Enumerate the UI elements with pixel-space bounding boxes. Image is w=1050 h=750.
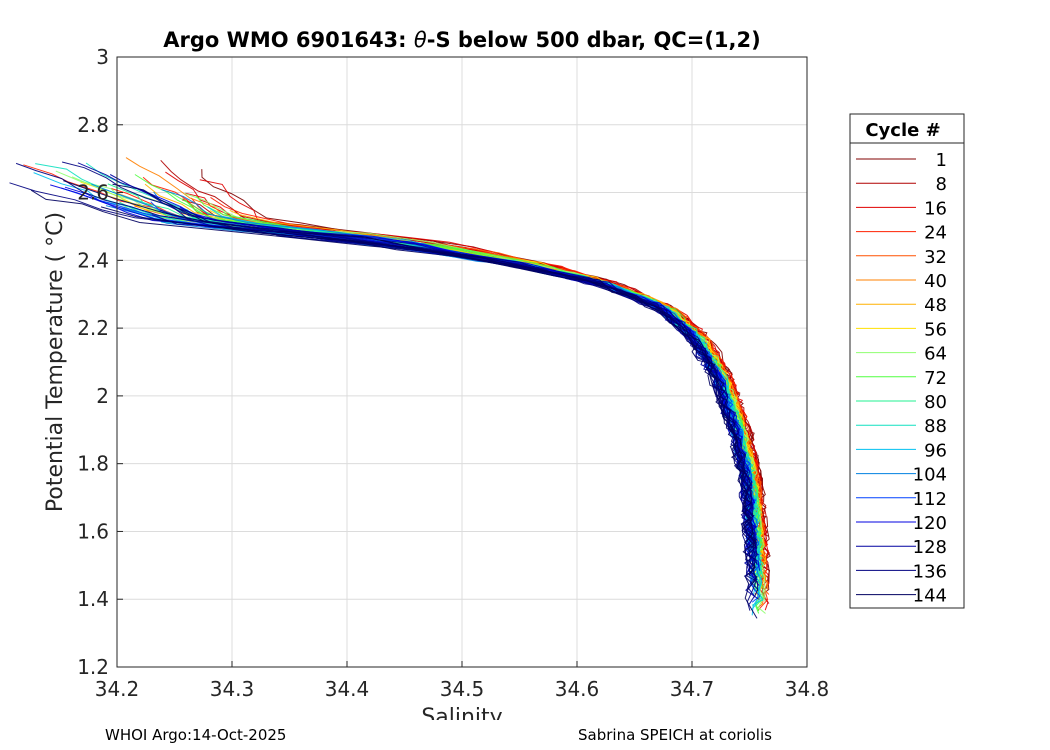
legend-label: 8 (936, 174, 947, 195)
series-line-cycle-144 (112, 183, 758, 619)
legend-item: 16 (856, 198, 947, 219)
legend-item: 136 (856, 561, 947, 582)
legend-item: 64 (856, 344, 947, 365)
y-tick-label: 2.8 (77, 113, 109, 137)
legend-item: 120 (856, 513, 947, 534)
legend-label: 112 (913, 489, 947, 510)
x-tick-label: 34.3 (210, 677, 255, 701)
x-axis-ticks: 34.2 34.3 34.4 34.5 34.6 34.7 34.8 (95, 661, 830, 701)
legend-item: 32 (856, 247, 947, 268)
legend-item: 56 (856, 319, 947, 340)
legend-label: 40 (924, 271, 947, 292)
legend-item: 40 (856, 271, 947, 292)
legend-item: 24 (856, 223, 947, 244)
legend-item: 88 (856, 416, 947, 437)
legend-item: 104 (856, 465, 947, 486)
chart-title: Argo WMO 6901643: θ-S below 500 dbar, QC… (163, 28, 760, 52)
legend-label: 24 (924, 223, 947, 244)
legend-box (849, 113, 965, 609)
x-tick-label: 34.7 (670, 677, 715, 701)
legend-label: 136 (913, 561, 947, 582)
chart-title-suffix: -S below 500 dbar, QC=(1,2) (427, 28, 761, 52)
legend-item: 96 (856, 440, 947, 461)
legend-items: 1 8 16 24 32 40 48 56 64 72 80 88 96 104 112 120 128 136 1… (856, 150, 947, 607)
legend-label: 144 (913, 586, 947, 607)
x-tick-label: 34.2 (95, 677, 140, 701)
x-tick-label: 34.6 (555, 677, 600, 701)
series-line-cycle-144 (30, 189, 757, 555)
legend-label: 120 (913, 513, 947, 534)
y-axis-label: Potential Temperature ( °C) (43, 212, 68, 512)
y-tick-label: 2.6 (77, 181, 109, 205)
series-lines (9, 157, 771, 619)
legend-title: Cycle # (865, 120, 940, 141)
y-tick-label: 1.2 (77, 655, 109, 679)
legend-item: 48 (856, 295, 947, 316)
legend-label: 1 (936, 150, 947, 171)
legend-item: 80 (856, 392, 947, 413)
y-axis-ticks: 1.2 1.4 1.6 1.8 2 2.2 2.4 2.6 2.8 3 (77, 45, 123, 679)
legend: Cycle # 1 8 16 24 32 40 48 56 64 72 80 88 96 104 112 12… (849, 113, 965, 609)
y-tick-label: 2 (96, 384, 109, 408)
legend-label: 64 (924, 344, 947, 365)
footer-author: Sabrina SPEICH at coriolis (578, 726, 772, 744)
legend-label: 16 (924, 198, 947, 219)
footer-source: WHOI Argo:14-Oct-2025 (105, 726, 287, 744)
legend-item: 112 (856, 489, 947, 510)
legend-item: 8 (856, 174, 947, 195)
x-tick-label: 34.8 (785, 677, 830, 701)
series-line-cycle-144 (100, 206, 757, 576)
legend-label: 80 (924, 392, 947, 413)
legend-item: 1 (856, 150, 947, 171)
x-tick-label: 34.5 (440, 677, 485, 701)
y-tick-label: 1.6 (77, 519, 109, 543)
legend-label: 56 (924, 319, 947, 340)
legend-label: 32 (924, 247, 947, 268)
y-tick-label: 2.2 (77, 316, 109, 340)
legend-label: 48 (924, 295, 947, 316)
y-tick-label: 2.4 (77, 248, 109, 272)
legend-item: 128 (856, 537, 947, 558)
theta-s-chart: Argo WMO 6901643: θ-S below 500 dbar, QC… (9, 28, 965, 730)
x-tick-label: 34.4 (325, 677, 370, 701)
legend-label: 72 (924, 368, 947, 389)
y-tick-label: 1.4 (77, 587, 109, 611)
legend-item: 144 (856, 586, 947, 607)
legend-item: 72 (856, 368, 947, 389)
legend-label: 128 (913, 537, 947, 558)
x-axis-label: Salinity (421, 705, 502, 720)
y-tick-label: 3 (96, 45, 109, 69)
y-tick-label: 1.8 (77, 452, 109, 476)
legend-label: 96 (924, 440, 947, 461)
chart-title-prefix: Argo WMO 6901643: (163, 28, 414, 52)
chart-title-theta: θ (414, 28, 427, 52)
legend-label: 88 (924, 416, 947, 437)
legend-label: 104 (913, 465, 947, 486)
